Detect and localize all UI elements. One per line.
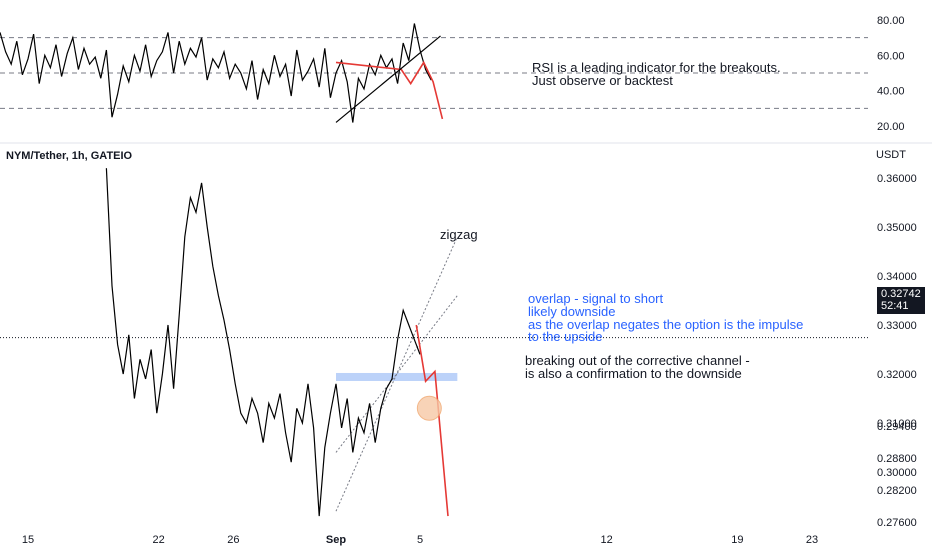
breakout-note-1: breaking out of the corrective channel - (525, 353, 750, 368)
price-y-tick: 0.32000 (877, 369, 917, 381)
overlap-note-3: as the overlap negates the option is the… (528, 317, 804, 332)
x-tick: 23 (806, 534, 818, 546)
rsi-y-tick: 60.00 (877, 50, 905, 62)
price-y-tick: 0.36000 (877, 173, 917, 185)
price-panel (0, 168, 868, 517)
symbol-label: NYM/Tether, 1h, GATEIO (6, 150, 133, 162)
breakout-note-2: is also a confirmation to the downside (525, 366, 742, 381)
price-y-tick: 0.27600 (877, 517, 917, 529)
price-y-tick: 0.28200 (877, 485, 917, 497)
countdown-tag: 52:41 (877, 299, 925, 314)
price-y-tick: 0.33000 (877, 320, 917, 332)
rsi-y-tick: 40.00 (877, 86, 905, 98)
price-projection-line (415, 324, 449, 517)
axes: 80.00 60.00 40.00 20.00 0.36000 0.35000 0.3400… (22, 15, 917, 550)
rsi-line (0, 23, 432, 123)
last-price-tag: 0.32742 (877, 287, 925, 302)
price-y-tick: 0.30000 (877, 467, 917, 479)
x-tick: 19 (731, 534, 743, 546)
rsi-y-tick: 80.00 (877, 15, 905, 27)
x-tick: 22 (153, 534, 165, 546)
x-tick: 12 (601, 534, 613, 546)
overlap-zone (336, 372, 458, 381)
zigzag-label: zigzag (440, 227, 478, 242)
overlap-note-4: to the upside (528, 329, 603, 344)
overlap-note-2: likely downside (528, 304, 616, 319)
x-tick: 5 (417, 534, 423, 546)
currency-label: USDT (876, 149, 906, 161)
rsi-y-tick: 20.00 (877, 121, 905, 133)
x-tick: 26 (227, 534, 239, 546)
price-y-tick: 0.31000 (877, 418, 917, 430)
rsi-note-line-2: Just observe or backtest (532, 73, 673, 88)
rsi-projection-line (335, 60, 444, 120)
price-y-tick: 0.28800 (877, 453, 917, 465)
overlap-note-1: overlap - signal to short (528, 291, 664, 306)
price-y-tick: 0.34000 (877, 271, 917, 283)
price-y-tick: 0.29400 (877, 421, 917, 433)
rsi-trendline (335, 35, 441, 123)
rsi-panel (0, 23, 932, 144)
x-tick: 15 (22, 534, 34, 546)
channel-line-2 (335, 295, 458, 453)
overlap-circle (416, 395, 442, 421)
rsi-note-line-1: RSI is a leading indicator for the break… (532, 60, 781, 75)
x-tick: Sep (326, 534, 346, 546)
price-line (105, 168, 421, 517)
price-y-tick: 0.35000 (877, 222, 917, 234)
